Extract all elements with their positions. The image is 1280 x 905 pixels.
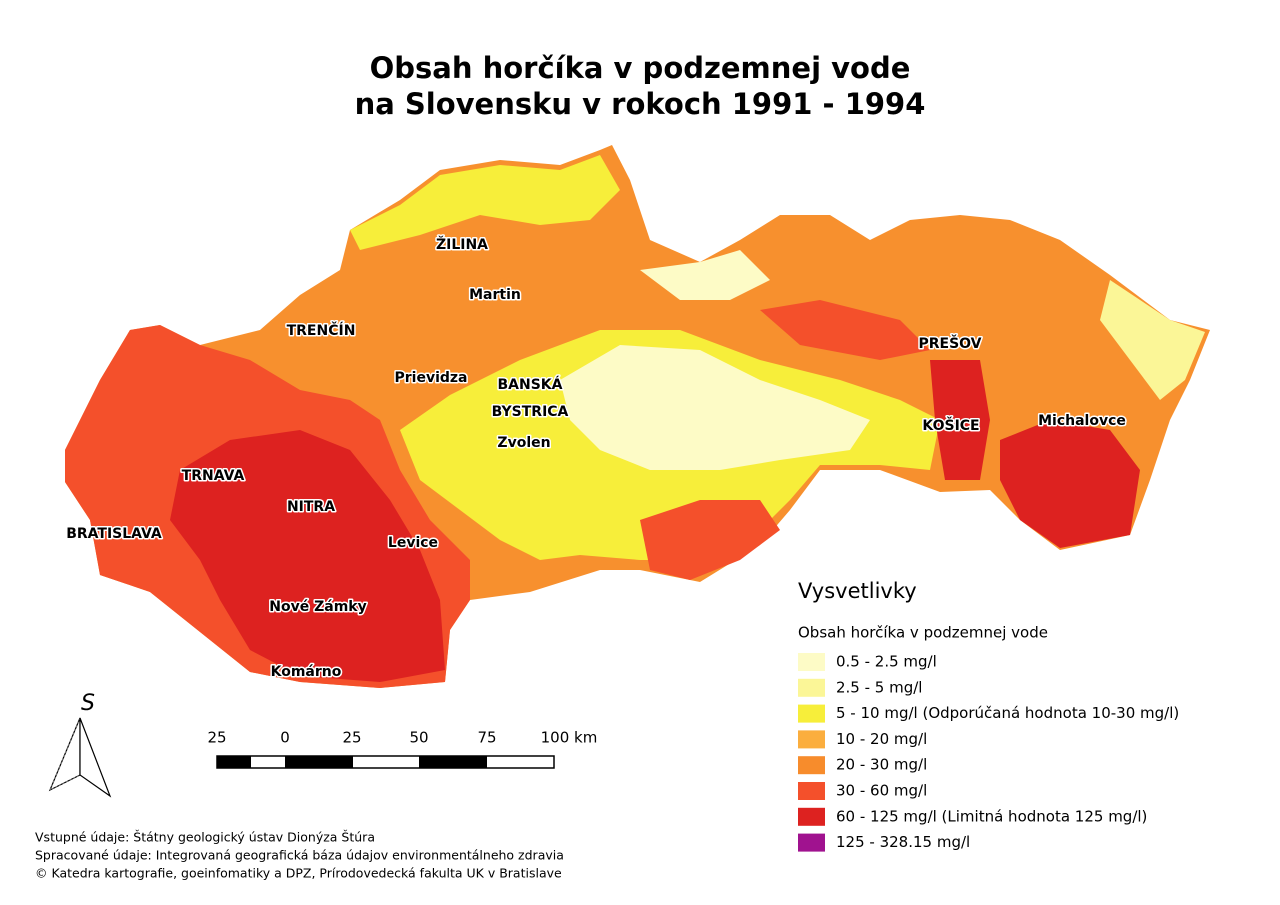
scale-label: 50 (409, 729, 428, 747)
region-low (350, 155, 620, 250)
legend-label: 60 - 125 mg/l (Limitná hodnota 125 mg/l) (836, 807, 1147, 825)
city-label: Michalovce (1038, 413, 1126, 429)
north-arrow: S (48, 691, 112, 798)
region-very-high (1000, 420, 1140, 548)
credit-line: Spracované údaje: Integrovaná geografick… (35, 848, 564, 863)
city-label: Levice (388, 535, 438, 551)
map (65, 145, 1210, 688)
legend-label: 30 - 60 mg/l (836, 782, 927, 800)
legend-swatch (798, 678, 825, 697)
credit-line: © Katedra kartografie, goeinfomatiky a D… (35, 866, 562, 881)
region-high (640, 500, 780, 580)
city-label: BANSKÁ (498, 376, 563, 393)
city-label: PREŠOV (918, 334, 981, 352)
region-low (640, 250, 770, 300)
legend-swatch (798, 782, 825, 800)
city-label: Nové Zámky (269, 599, 366, 615)
scale-label: 100 km (541, 729, 598, 747)
legend-label: 10 - 20 mg/l (836, 730, 927, 748)
city-label: KOŠICE (922, 416, 979, 434)
scale-bar: 25 0 25 50 75 100 km (207, 729, 597, 769)
credit-line: Vstupné údaje: Štátny geologický ústav D… (35, 830, 375, 845)
legend-swatch (798, 730, 825, 749)
arrow-half (79, 717, 112, 798)
legend-label: 2.5 - 5 mg/l (836, 678, 922, 696)
north-label: S (81, 691, 95, 716)
legend-subtitle: Obsah horčíka v podzemnej vode (798, 624, 1048, 642)
title-line: na Slovensku v rokoch 1991 - 1994 (355, 87, 926, 121)
region-very-high (930, 360, 990, 480)
city-label: Komárno (271, 664, 342, 680)
city-label: Prievidza (394, 370, 467, 386)
scale-label: 0 (280, 729, 290, 747)
title-line: Obsah horčíka v podzemnej vode (370, 51, 911, 85)
region-high (760, 300, 930, 360)
city-label: TRENČÍN (287, 321, 356, 339)
legend-swatch (798, 833, 825, 852)
region-low (560, 345, 870, 470)
city-label: BYSTRICA (492, 404, 569, 420)
region-low (1100, 280, 1205, 400)
city-label: Zvolen (497, 435, 550, 451)
credits: Vstupné údaje: Štátny geologický ústav D… (35, 830, 564, 881)
city-label: NITRA (287, 499, 335, 515)
scale-label: 25 (342, 729, 361, 747)
city-label: TRNAVA (182, 468, 245, 484)
city-label: BRATISLAVA (66, 526, 162, 542)
legend-swatch (798, 756, 825, 775)
scale-segment (285, 756, 353, 768)
city-labels: ŽILINA Martin TRENČÍN Prievidza BANSKÁ BYSTRI… (65, 235, 1128, 682)
legend-label: 20 - 30 mg/l (836, 756, 927, 774)
city-label: Martin (469, 287, 521, 303)
legend-swatch (798, 653, 825, 671)
legend-label: 0.5 - 2.5 mg/l (836, 653, 937, 671)
legend-swatch (798, 807, 825, 826)
scale-label: 75 (477, 729, 496, 747)
region-very-high (170, 430, 445, 682)
city-label: ŽILINA (436, 236, 488, 253)
legend-swatch (798, 704, 825, 723)
legend-label: 5 - 10 mg/l (Odporúčaná hodnota 10-30 mg… (836, 704, 1179, 722)
scale-segment (419, 756, 487, 768)
scale-segment (217, 756, 251, 768)
arrow-half (48, 717, 81, 792)
scale-frame (216, 755, 555, 769)
legend-label: 125 - 328.15 mg/l (836, 833, 970, 851)
scale-label: 25 (207, 729, 226, 747)
legend: Vysvetlivky Obsah horčíka v podzemnej vo… (798, 579, 1179, 852)
legend-heading: Vysvetlivky (798, 579, 917, 603)
